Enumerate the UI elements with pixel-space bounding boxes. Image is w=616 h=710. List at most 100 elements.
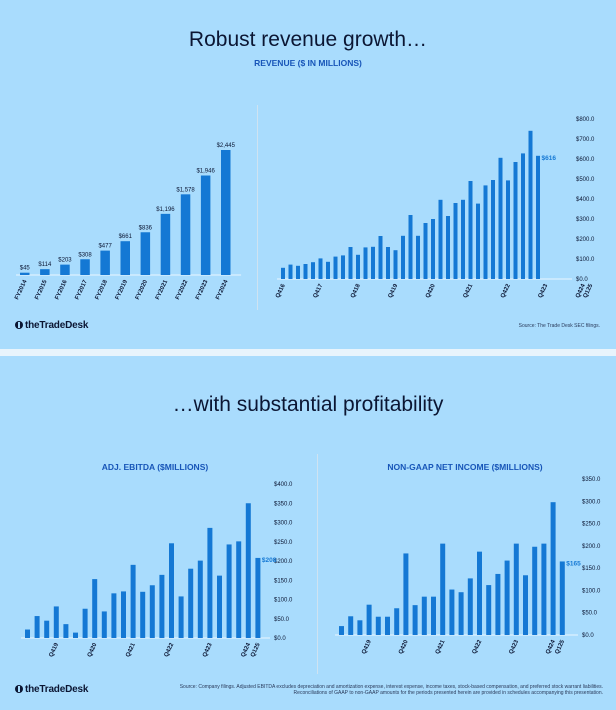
tick-label: Q424	[240, 642, 252, 658]
bar	[506, 180, 510, 279]
bar	[348, 616, 354, 635]
ebitda-title: ADJ. EBITDA ($MILLIONS)	[101, 462, 209, 472]
bar	[423, 223, 428, 279]
tick-label: Q422	[500, 283, 512, 299]
bar	[80, 259, 90, 275]
chart-separator	[257, 105, 258, 310]
bar	[100, 250, 110, 275]
bar	[130, 564, 136, 638]
section-divider	[0, 349, 616, 356]
bar	[25, 629, 30, 638]
y-tick-label: $200.0	[576, 237, 595, 243]
bar	[458, 592, 464, 635]
y-tick-label: $300.0	[582, 499, 601, 505]
data-label: $1,196	[156, 207, 175, 213]
tick-label: Q421	[125, 642, 137, 658]
bar	[528, 130, 533, 279]
bar	[296, 265, 300, 279]
bar	[394, 608, 400, 635]
bar	[523, 575, 528, 635]
revenue-subhead: REVENUE ($ IN MILLIONS)	[254, 58, 362, 68]
tick-label: Q125	[250, 642, 262, 658]
y-tick-label: $100.0	[576, 257, 595, 263]
y-tick-label: $400.0	[274, 482, 293, 488]
bar	[245, 503, 251, 638]
y-tick-label: $800.0	[576, 117, 595, 123]
bar	[40, 269, 50, 275]
tick-label: Q420	[425, 283, 437, 299]
bar	[386, 247, 390, 279]
bar	[180, 194, 191, 275]
bar	[486, 585, 492, 635]
bar	[197, 560, 203, 638]
bar	[440, 543, 446, 635]
y-tick-label: $250.0	[274, 540, 293, 546]
tick-label: Q416	[275, 283, 287, 299]
tick-label: Q422	[472, 639, 484, 655]
y-tick-label: $300.0	[576, 217, 595, 223]
bar	[483, 185, 488, 279]
profitability-panel: …with substantial profitability ADJ. EBI…	[0, 356, 616, 710]
bar	[477, 551, 482, 635]
tick-label: Q125	[554, 639, 566, 655]
tick-label: Q423	[508, 639, 520, 655]
data-label: $836	[139, 225, 153, 231]
data-label: $1,578	[176, 187, 195, 193]
bar	[63, 624, 69, 638]
bar	[385, 616, 390, 635]
data-label: $661	[119, 234, 133, 240]
bar	[281, 267, 285, 279]
tick-label: Q420	[398, 639, 410, 655]
bar	[111, 593, 117, 638]
y-tick-label: $400.0	[576, 197, 595, 203]
tick-label: FY2023	[195, 279, 210, 301]
y-tick-label: $600.0	[576, 157, 595, 163]
tick-label: Q423	[538, 283, 550, 299]
bar	[393, 250, 398, 279]
bar	[521, 153, 525, 279]
bar	[453, 203, 458, 279]
bar	[53, 606, 59, 638]
tick-label: FY2022	[175, 279, 190, 301]
data-label: $2,445	[217, 143, 236, 149]
source-line-1: Source: Company filings. Adjusted EBITDA…	[179, 684, 603, 690]
y-tick-label: $0.0	[576, 277, 588, 283]
bar	[44, 620, 50, 638]
bar	[536, 155, 540, 279]
tick-label: FY2021	[155, 279, 170, 301]
y-tick-label: $200.0	[582, 544, 601, 550]
chart-separator-bottom	[317, 454, 318, 674]
bar	[461, 199, 465, 279]
bar	[550, 502, 556, 635]
bar	[431, 596, 436, 635]
bar	[371, 246, 375, 279]
adj-ebitda-chart: $0.0 $50.0 $100.0 $150.0 $200.0 $250.0 $300.0 $…	[21, 482, 293, 658]
bar	[513, 543, 519, 635]
bar	[140, 591, 146, 638]
bar	[375, 616, 381, 635]
tick-label: Q424	[575, 283, 587, 299]
tradedesk-logo-icon	[15, 685, 23, 693]
bar	[60, 264, 70, 275]
tick-label: FY2024	[215, 279, 230, 301]
revenue-source: Source: The Trade Desk SEC filings.	[518, 323, 600, 329]
y-tick-label: $0.0	[582, 633, 594, 639]
tick-label: FY2016	[54, 279, 69, 301]
y-tick-label: $200.0	[274, 559, 293, 565]
bar	[236, 541, 242, 638]
bar	[438, 199, 443, 279]
source-line-2: Reconciliations of GAAP to non-GAAP amou…	[293, 690, 603, 697]
bar	[159, 574, 165, 638]
tradedesk-logo-bottom: theTradeDesk	[15, 684, 88, 695]
bar	[348, 247, 353, 279]
tick-label: Q424	[545, 639, 557, 655]
bar	[363, 247, 368, 279]
highlight-label: $208	[262, 557, 277, 564]
bar	[303, 264, 308, 279]
bar	[356, 254, 360, 279]
bar	[532, 546, 538, 635]
tick-label: Q419	[361, 639, 373, 655]
tick-label: FY2014	[14, 279, 29, 301]
revenue-panel: Robust revenue growth… REVENUE ($ IN MIL…	[0, 0, 616, 350]
y-tick-label: $350.0	[582, 477, 601, 483]
